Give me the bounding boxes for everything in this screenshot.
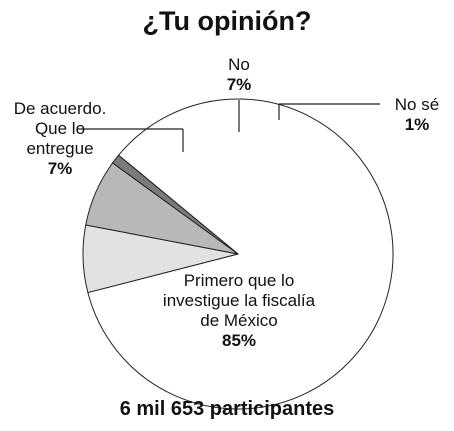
label-primero-name: Primero que lo investigue la fiscalía de M… bbox=[162, 271, 316, 330]
label-no: No 7% bbox=[204, 55, 274, 95]
label-no-value: 7% bbox=[226, 75, 252, 94]
label-no-se: No sé 1% bbox=[382, 95, 452, 135]
label-de-acuerdo-value: 7% bbox=[47, 159, 73, 178]
slice-primero bbox=[87, 98, 394, 410]
label-de-acuerdo-name: De acuerdo. Que lo entregue bbox=[13, 99, 107, 158]
participants-count: 6 mil 653 participantes bbox=[119, 398, 335, 420]
label-primero-value: 85% bbox=[221, 331, 257, 350]
label-no-se-value: 1% bbox=[404, 115, 430, 134]
slice-no-se bbox=[111, 154, 239, 255]
chart-title: ¿Tu opinión? bbox=[142, 6, 312, 36]
label-primero: Primero que lo investigue la fiscalía de M… bbox=[139, 271, 339, 351]
label-de-acuerdo: De acuerdo. Que lo entregue 7% bbox=[4, 99, 116, 179]
label-no-se-name: No sé bbox=[394, 95, 440, 114]
label-no-name: No bbox=[228, 55, 250, 74]
